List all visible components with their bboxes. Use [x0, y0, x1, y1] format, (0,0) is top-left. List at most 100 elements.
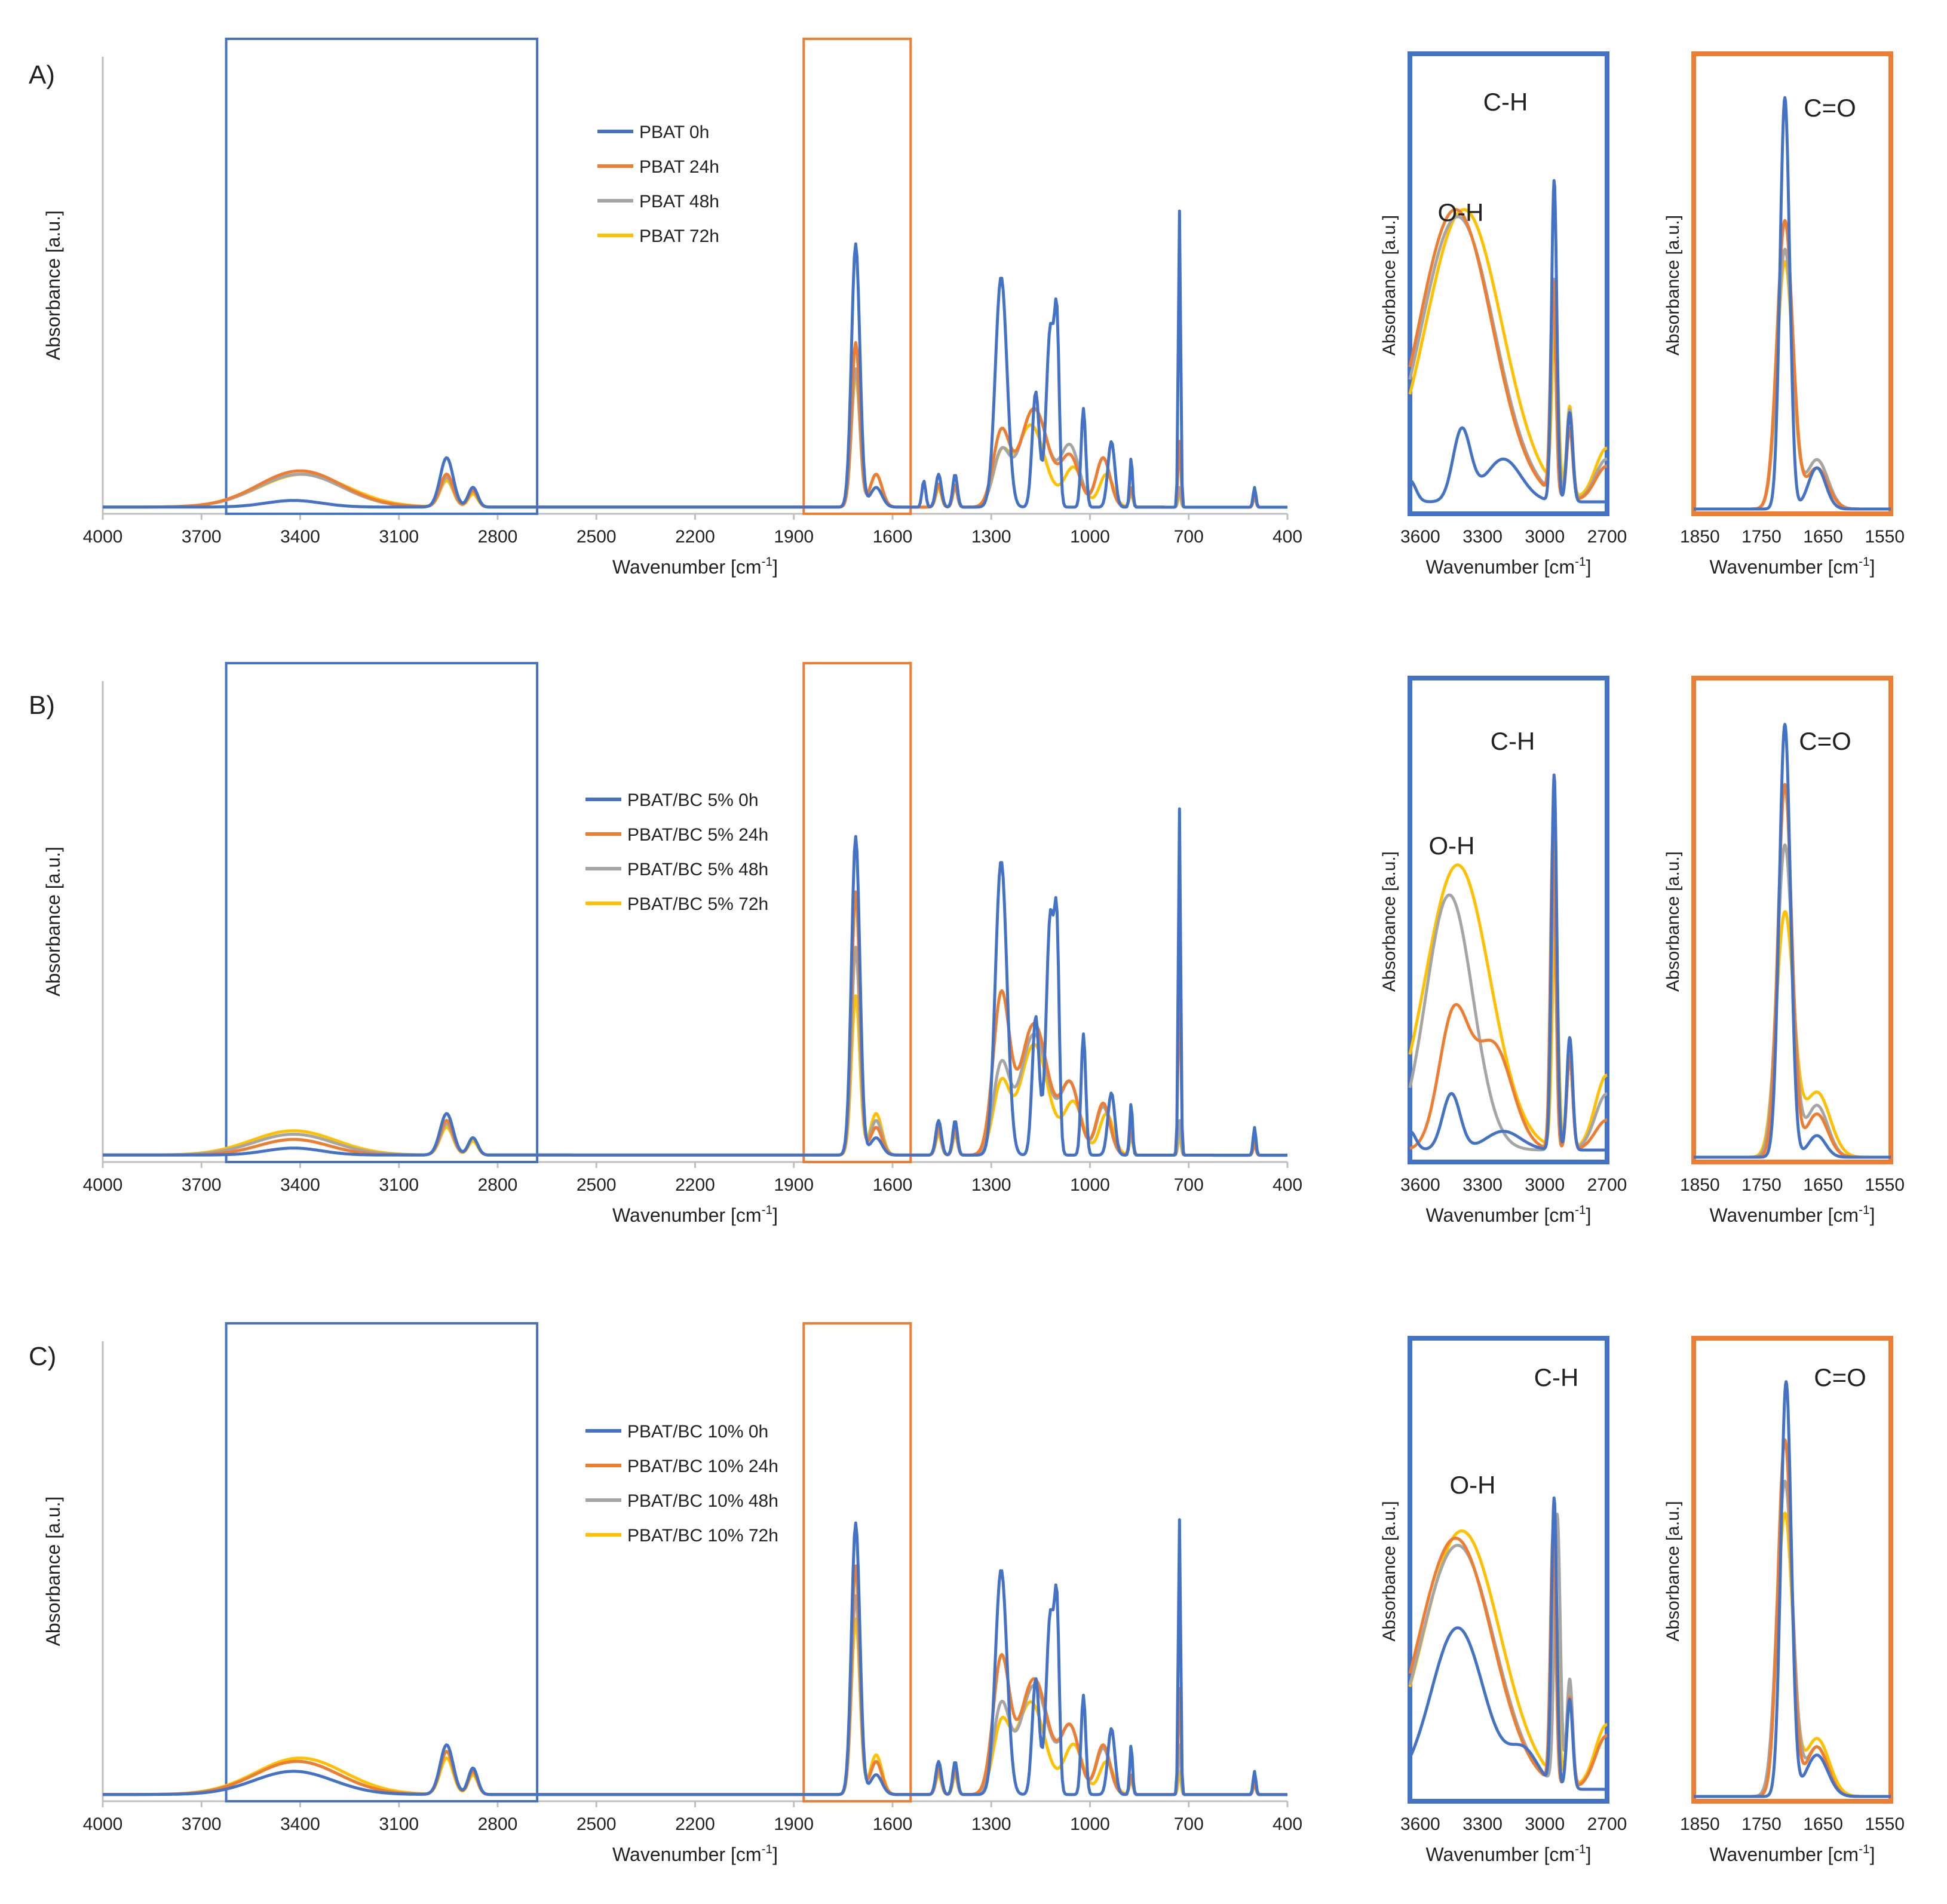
x-tick-label: 3300: [1462, 1175, 1503, 1195]
oh-band-label: O-H: [1429, 832, 1475, 860]
x-tick-label: 1850: [1680, 1814, 1720, 1834]
x-axis-title: Wavenumber [cm-1]: [1426, 1842, 1592, 1865]
x-tick-label: 1900: [774, 1814, 814, 1834]
x-tick-label: 1600: [873, 527, 913, 547]
oh-region-box: [225, 1322, 539, 1802]
main-spectrum-chart: 4000 3700 3400 3100 2800 2500 2200 1900 1600 1300…: [42, 38, 1302, 578]
legend-label: PBAT/BC 10% 72h: [627, 1526, 778, 1546]
x-tick-label: 3400: [280, 1175, 320, 1195]
zoom-oh-frame: [1408, 1336, 1609, 1804]
x-tick-label: 700: [1174, 1175, 1204, 1195]
y-axis-title: Absorbance [a.u.]: [1663, 215, 1683, 355]
legend-label: PBAT/BC 5% 72h: [627, 894, 768, 914]
series-line: [102, 807, 1288, 1157]
x-tick-label: 2200: [675, 1814, 715, 1834]
legend-label: PBAT 48h: [639, 192, 719, 211]
oh-region-box: [225, 38, 539, 515]
x-tick-label: 2500: [577, 1814, 617, 1834]
series-line: [1408, 863, 1608, 1146]
series-line: [1408, 1496, 1608, 1791]
x-axis-title: Wavenumber [cm-1]: [1710, 1203, 1875, 1226]
co-region-box: [802, 662, 912, 1163]
ch-band-label: C-H: [1534, 1363, 1579, 1391]
co-region-box: [802, 38, 912, 515]
x-tick-label: 1300: [971, 1814, 1011, 1834]
x-tick-label: 1750: [1741, 1175, 1782, 1195]
x-tick-label: 3000: [1525, 527, 1565, 547]
x-tick-label: 1000: [1070, 1175, 1110, 1195]
series-line: [102, 994, 1288, 1157]
series-line: [1409, 179, 1608, 504]
x-tick-label: 2200: [675, 527, 715, 547]
legend-label: PBAT/BC 10% 48h: [627, 1491, 778, 1511]
x-tick-label: 1000: [1070, 1814, 1110, 1834]
y-axis-title: Absorbance [a.u.]: [42, 847, 64, 997]
x-tick-label: 2200: [675, 1175, 715, 1195]
ch-band-label: C-H: [1483, 88, 1528, 116]
legend-label: PBAT 24h: [639, 157, 719, 177]
oh-band-label: O-H: [1450, 1471, 1496, 1499]
x-tick-label: 1650: [1803, 527, 1843, 547]
x-tick-label: 3100: [379, 1175, 419, 1195]
x-tick-label: 1550: [1865, 1175, 1905, 1195]
x-tick-label: 2500: [577, 527, 617, 547]
y-axis-title: Absorbance [a.u.]: [1663, 851, 1683, 992]
x-tick-label: 3400: [280, 527, 320, 547]
series-line: [102, 890, 1288, 1157]
y-axis-title: Absorbance [a.u.]: [1379, 851, 1399, 992]
x-tick-label: 3600: [1400, 527, 1440, 547]
co-band-label: C=O: [1799, 727, 1851, 755]
series-line: [102, 1518, 1288, 1796]
x-tick-label: 3000: [1525, 1175, 1565, 1195]
legend-label: PBAT/BC 5% 0h: [627, 790, 759, 810]
x-tick-label: 3600: [1400, 1814, 1440, 1834]
legend-label: PBAT/BC 5% 48h: [627, 860, 768, 879]
x-tick-label: 3400: [280, 1814, 320, 1834]
x-tick-label: 1600: [873, 1175, 913, 1195]
zoom-co-chart: 1850 1750 1650 1550 Wavenumber [cm-1] Absorba…: [1663, 676, 1905, 1226]
x-tick-label: 400: [1273, 1175, 1302, 1195]
panel-2: B) 4000 3700 3400 3100 2800 2500 2200 1900 1600 13…: [29, 662, 1905, 1226]
x-tick-label: 1550: [1865, 1814, 1905, 1834]
x-tick-label: 2700: [1587, 527, 1627, 547]
legend-label: PBAT/BC 5% 24h: [627, 825, 768, 845]
x-axis-title: Wavenumber [cm-1]: [612, 555, 778, 578]
zoom-co-chart: 1850 1750 1650 1550 Wavenumber [cm-1] Absorba…: [1663, 51, 1905, 578]
x-tick-label: 1650: [1803, 1814, 1843, 1834]
y-axis-title: Absorbance [a.u.]: [1379, 1501, 1399, 1641]
x-axis-title: Wavenumber [cm-1]: [1710, 555, 1875, 578]
x-tick-label: 3300: [1462, 527, 1503, 547]
x-tick-label: 1300: [971, 527, 1011, 547]
x-tick-label: 1650: [1803, 1175, 1843, 1195]
co-band-label: C=O: [1804, 94, 1856, 122]
zoom-co-frame: [1691, 51, 1893, 516]
panel-label: C): [29, 1342, 56, 1371]
series-line: [1692, 1380, 1892, 1798]
zoom-oh-ch-chart: 3600 3300 3000 2700 Wavenumber [cm-1] Absorba…: [1379, 1336, 1627, 1865]
series-line: [1692, 96, 1892, 511]
panel-1: A) 4000 3700 3400 3100 2800 2500 2200 1900 1600 13…: [29, 38, 1905, 578]
x-tick-label: 700: [1174, 527, 1204, 547]
zoom-oh-frame: [1408, 676, 1609, 1164]
zoom-co-frame: [1691, 1336, 1893, 1804]
zoom-co-chart: 1850 1750 1650 1550 Wavenumber [cm-1] Absorba…: [1663, 1336, 1905, 1865]
main-spectrum-chart: 4000 3700 3400 3100 2800 2500 2200 1900 1600 1300…: [42, 1322, 1302, 1865]
x-tick-label: 1300: [971, 1175, 1011, 1195]
x-tick-label: 3700: [182, 1175, 222, 1195]
x-axis-title: Wavenumber [cm-1]: [1710, 1842, 1875, 1865]
x-tick-label: 2500: [577, 1175, 617, 1195]
legend: PBAT 0h PBAT 24h PBAT 48h PBAT 72h: [597, 122, 719, 246]
x-tick-label: 1750: [1741, 527, 1782, 547]
legend-label: PBAT/BC 10% 0h: [627, 1422, 768, 1442]
x-tick-label: 3700: [182, 1814, 222, 1834]
panel-label: A): [29, 60, 55, 90]
x-tick-label: 2800: [478, 527, 518, 547]
zoom-oh-frame: [1408, 51, 1609, 516]
x-tick-label: 1600: [873, 1814, 913, 1834]
zoom-oh-ch-chart: 3600 3300 3000 2700 Wavenumber [cm-1] Absorba…: [1379, 676, 1627, 1226]
zoom-oh-ch-chart: 3600 3300 3000 2700 Wavenumber [cm-1] Absorba…: [1379, 51, 1627, 578]
x-tick-label: 1000: [1070, 527, 1110, 547]
x-axis-title: Wavenumber [cm-1]: [1426, 1203, 1592, 1226]
y-axis-title: Absorbance [a.u.]: [1379, 215, 1399, 355]
